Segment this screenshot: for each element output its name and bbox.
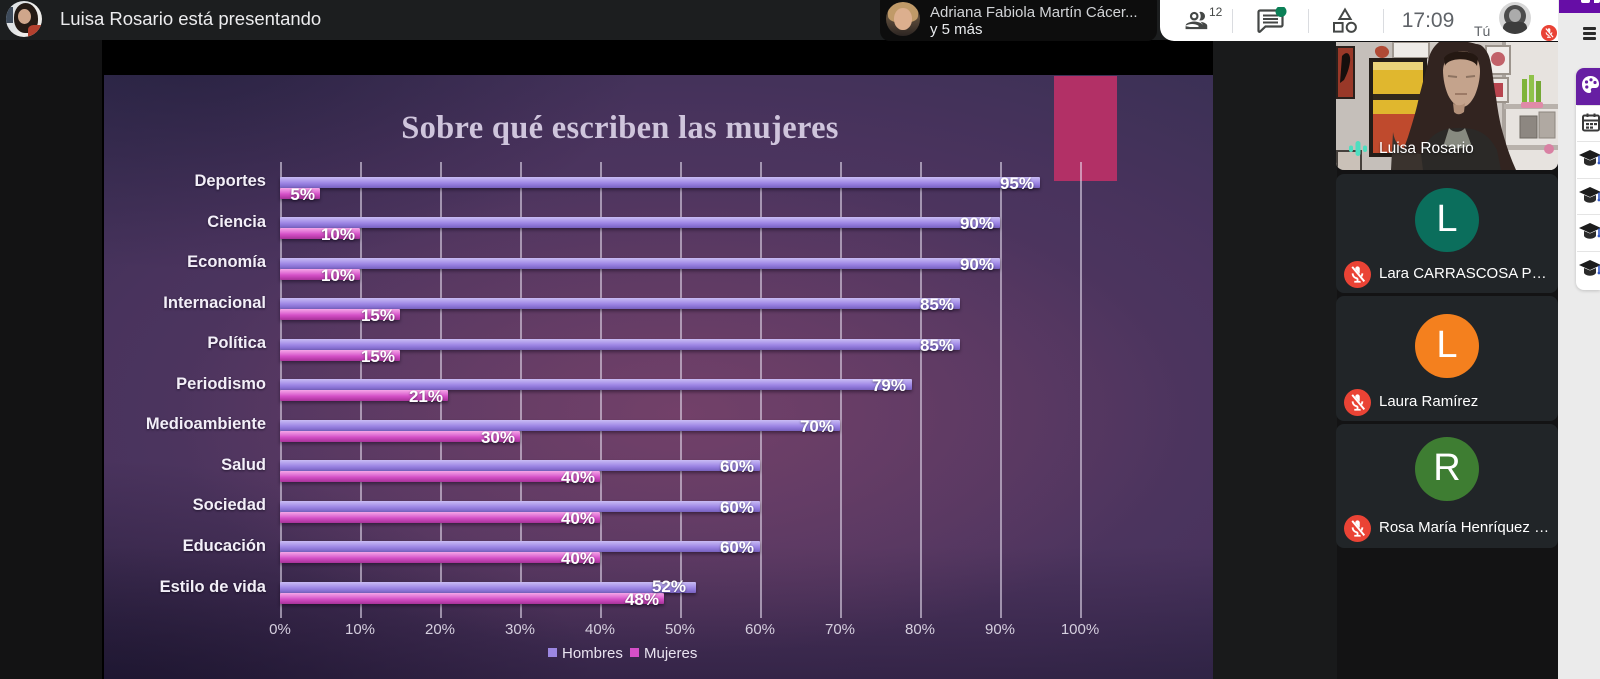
svg-text:12: 12	[1209, 6, 1223, 19]
